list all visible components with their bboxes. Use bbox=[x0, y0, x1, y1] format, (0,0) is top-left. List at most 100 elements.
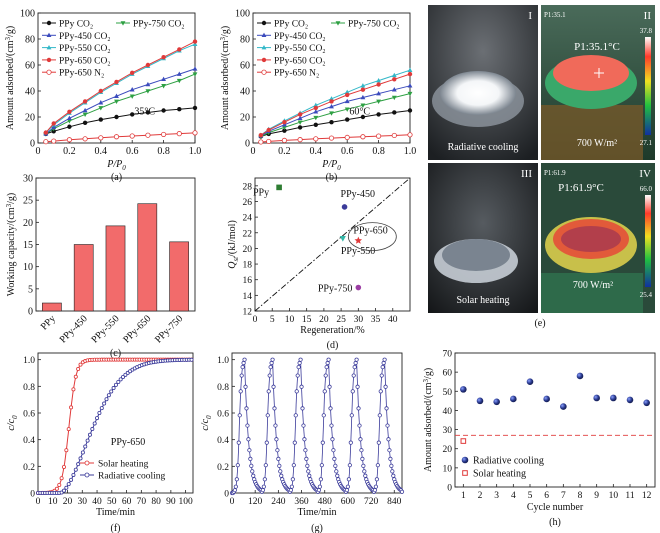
data-point bbox=[270, 357, 275, 362]
data-point bbox=[263, 463, 268, 468]
y-tick-label: 0 bbox=[30, 490, 35, 500]
photo-caption: Radiative cooling bbox=[448, 142, 519, 153]
data-point bbox=[281, 137, 287, 143]
x-tick-label: 0.8 bbox=[372, 146, 385, 157]
data-point bbox=[387, 448, 392, 453]
category-label: PPy-750 bbox=[153, 313, 185, 345]
y-tick-label: 26 bbox=[243, 198, 253, 208]
data-point bbox=[276, 456, 281, 462]
data-point bbox=[352, 364, 357, 370]
legend-label: PPy CO₂ bbox=[59, 20, 93, 30]
data-point bbox=[80, 450, 85, 455]
y-axis-title: c/c0 bbox=[6, 415, 19, 431]
data-point bbox=[129, 133, 135, 139]
data-point bbox=[476, 397, 484, 405]
data-point bbox=[319, 463, 324, 468]
data-point bbox=[306, 469, 311, 474]
data-point bbox=[66, 119, 72, 124]
data-point bbox=[316, 488, 322, 493]
data-point bbox=[376, 112, 381, 117]
x-axis-title: Cycle number bbox=[527, 502, 584, 513]
data-point bbox=[114, 114, 119, 120]
photo-roman: II bbox=[644, 10, 652, 22]
data-point bbox=[176, 78, 182, 84]
data-point bbox=[71, 387, 76, 392]
y-tick-label: 30 bbox=[23, 174, 33, 185]
category-label: PPy bbox=[39, 313, 58, 332]
data-point bbox=[290, 477, 295, 482]
data-point bbox=[510, 395, 517, 403]
x-tick-label: 840 bbox=[387, 497, 402, 507]
data-point bbox=[237, 413, 242, 418]
x-tick-label: 90 bbox=[166, 497, 176, 507]
sample-label: PPy-650 bbox=[111, 437, 145, 448]
x-tick-label: 2 bbox=[478, 491, 483, 501]
data-point bbox=[407, 108, 413, 113]
data-point bbox=[324, 364, 329, 370]
data-point bbox=[358, 437, 363, 442]
data-point bbox=[305, 463, 310, 468]
data-point bbox=[329, 96, 334, 101]
legend-marker bbox=[462, 470, 468, 476]
legend-label: Radiative cooling bbox=[98, 472, 166, 482]
legend-label: PPy-550 CO₂ bbox=[274, 44, 326, 54]
data-point bbox=[362, 469, 367, 474]
data-point bbox=[66, 482, 71, 487]
data-point bbox=[331, 448, 336, 453]
data-point bbox=[278, 469, 283, 474]
data-point bbox=[360, 83, 366, 88]
data-point bbox=[98, 117, 104, 122]
data-point bbox=[379, 373, 384, 378]
y-tick-label: 0 bbox=[447, 484, 452, 494]
x-tick-label: 30 bbox=[78, 497, 88, 507]
legend-label: Solar heating bbox=[473, 469, 526, 480]
data-point bbox=[376, 90, 382, 96]
data-point bbox=[301, 423, 306, 428]
data-point bbox=[271, 384, 276, 389]
data-point bbox=[360, 87, 366, 92]
data-point bbox=[249, 463, 254, 468]
data-point bbox=[234, 477, 239, 482]
data-point bbox=[392, 77, 397, 82]
photo-solar-heating bbox=[428, 163, 538, 313]
data-point bbox=[233, 484, 238, 489]
x-tick-label: 4 bbox=[511, 491, 516, 501]
photo-caption: Solar heating bbox=[456, 295, 509, 306]
data-point bbox=[376, 77, 382, 83]
data-point bbox=[560, 403, 567, 410]
data-point bbox=[303, 448, 308, 453]
temperature-reading: P1:35.1°C bbox=[574, 41, 620, 53]
bar bbox=[137, 203, 158, 312]
data-point bbox=[372, 488, 378, 493]
data-point bbox=[375, 463, 380, 468]
data-point bbox=[407, 71, 413, 77]
x-axis-title: Regeneration/% bbox=[300, 325, 364, 336]
category-label: PPy-450 bbox=[58, 313, 90, 345]
x-tick-label: 0.6 bbox=[341, 146, 354, 157]
data-point bbox=[357, 423, 362, 428]
data-point bbox=[76, 367, 81, 372]
x-tick-label: 5 bbox=[528, 491, 533, 501]
data-point bbox=[593, 394, 600, 402]
y-tick-label: 40 bbox=[443, 407, 453, 417]
data-point bbox=[297, 360, 302, 366]
series-line bbox=[232, 359, 403, 494]
data-point bbox=[104, 397, 109, 402]
data-point bbox=[261, 69, 267, 75]
x-tick-label: 0 bbox=[230, 497, 235, 507]
scale-min: 27.1 bbox=[640, 139, 653, 147]
data-point bbox=[232, 488, 237, 493]
data-point bbox=[261, 20, 267, 26]
data-point bbox=[64, 448, 69, 453]
y-tick-label: 0.6 bbox=[217, 410, 229, 420]
data-point bbox=[327, 384, 332, 389]
data-point bbox=[376, 99, 382, 105]
data-point bbox=[385, 423, 390, 428]
thermal-core bbox=[561, 226, 621, 252]
data-point bbox=[192, 105, 198, 111]
category-label: PPy-550 bbox=[89, 313, 121, 345]
temperature-reading: P1:61.9°C bbox=[558, 182, 604, 194]
legend-label: PPy-450 CO₂ bbox=[59, 32, 111, 42]
data-point bbox=[251, 473, 256, 478]
data-point bbox=[344, 107, 350, 112]
